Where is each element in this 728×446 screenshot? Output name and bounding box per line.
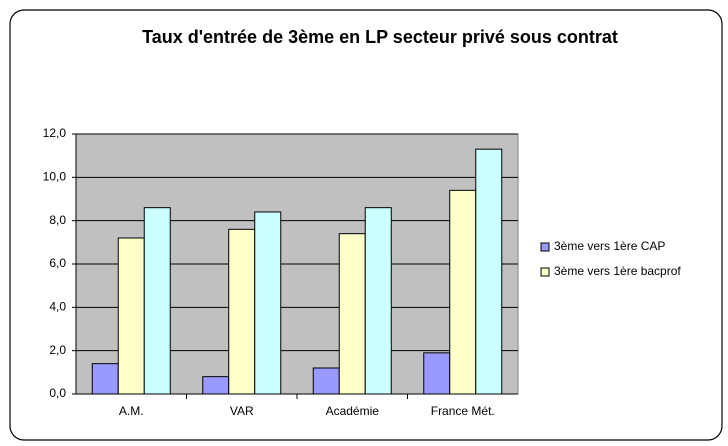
legend-label: 3ème vers 1ère CAP (554, 239, 665, 253)
legend-label: 3ème vers 1ère bacprof (554, 264, 681, 278)
x-tick-label: A.M. (119, 404, 144, 418)
x-tick-label: France Mét. (431, 404, 495, 418)
bar (312, 367, 340, 395)
bar (338, 233, 366, 395)
y-tick-label: 12,0 (43, 126, 67, 140)
x-tick-label: Académie (326, 404, 380, 418)
bar (202, 376, 230, 395)
y-tick-label: 8,0 (49, 213, 66, 227)
bar (228, 228, 256, 395)
bar (449, 189, 477, 395)
bar (423, 352, 451, 395)
y-tick-label: 0,0 (49, 386, 66, 400)
y-tick-label: 2,0 (49, 343, 66, 357)
y-tick-label: 4,0 (49, 300, 66, 314)
bar (475, 148, 503, 395)
x-tick-label: VAR (230, 404, 254, 418)
bar (91, 363, 119, 395)
y-tick-label: 6,0 (49, 256, 66, 270)
bar (254, 211, 282, 395)
bar (117, 237, 145, 395)
y-tick-label: 10,0 (43, 170, 67, 184)
chart-title: Taux d'entrée de 3ème en LP secteur priv… (142, 27, 618, 47)
legend-swatch (540, 267, 550, 277)
legend-swatch (540, 242, 550, 252)
bar (364, 207, 392, 395)
bar (143, 207, 171, 395)
